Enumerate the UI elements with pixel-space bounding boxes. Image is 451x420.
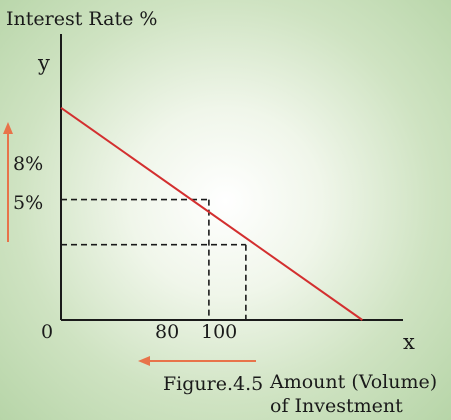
y-tick-label-8: 8% — [13, 153, 44, 175]
x-tick-label-100: 100 — [201, 321, 238, 343]
y-axis-letter: y — [38, 51, 50, 75]
origin-label: 0 — [41, 321, 54, 343]
x-tick-label-80: 80 — [155, 321, 180, 343]
x-axis-letter: x — [403, 330, 415, 354]
demand-line — [60, 106, 363, 321]
y-tick-label-5: 5% — [13, 192, 44, 214]
x-axis-title: Amount (Volume) of Investment — [270, 371, 438, 417]
y-axis-title: Interest Rate % — [6, 8, 158, 30]
rate-arrow-head — [3, 122, 13, 134]
investment-arrow-head — [138, 356, 150, 366]
figure-caption: Figure.4.5 — [163, 373, 264, 395]
